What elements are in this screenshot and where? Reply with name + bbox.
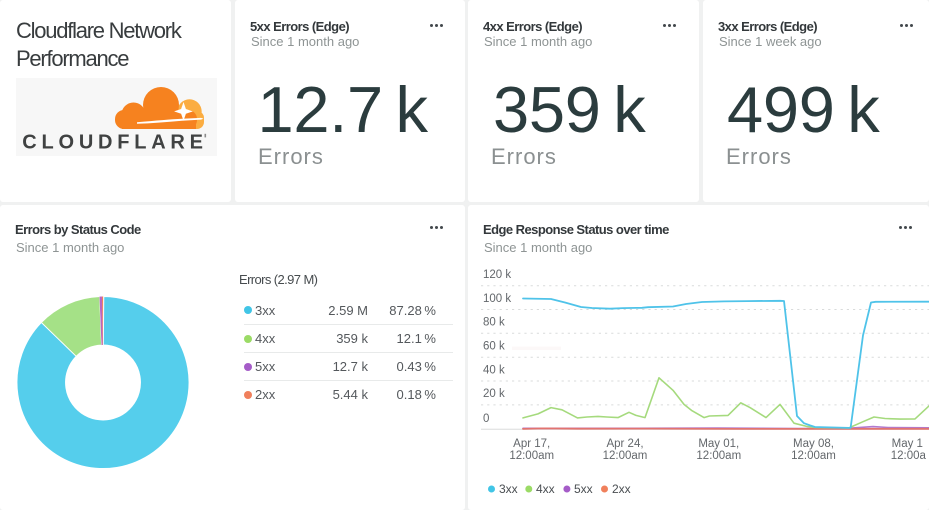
svg-text:3xx: 3xx (499, 482, 518, 496)
svg-text:80 k: 80 k (483, 317, 505, 329)
svg-text:12:00a: 12:00a (891, 450, 927, 462)
svg-text:Apr 17,: Apr 17, (513, 438, 550, 450)
svg-text:Apr 24,: Apr 24, (606, 438, 643, 450)
svg-text:2xx: 2xx (612, 482, 631, 496)
svg-text:0: 0 (483, 413, 489, 425)
svg-text:40 k: 40 k (483, 364, 505, 376)
svg-text:12:00am: 12:00am (603, 450, 648, 462)
svg-text:60 k: 60 k (483, 341, 505, 353)
svg-text:12:00am: 12:00am (791, 450, 836, 462)
svg-text:May 1: May 1 (892, 438, 923, 450)
svg-text:120 k: 120 k (483, 269, 511, 281)
svg-text:5xx: 5xx (574, 482, 593, 496)
svg-text:May 01,: May 01, (698, 438, 739, 450)
svg-text:CLOUDFLARE: CLOUDFLARE (22, 131, 207, 153)
svg-text:100 k: 100 k (483, 293, 511, 305)
svg-text:May 08,: May 08, (793, 438, 834, 450)
svg-text:4xx: 4xx (536, 482, 555, 496)
svg-text:12:00am: 12:00am (509, 450, 554, 462)
svg-text:20 k: 20 k (483, 388, 505, 400)
svg-text:12:00am: 12:00am (696, 450, 741, 462)
